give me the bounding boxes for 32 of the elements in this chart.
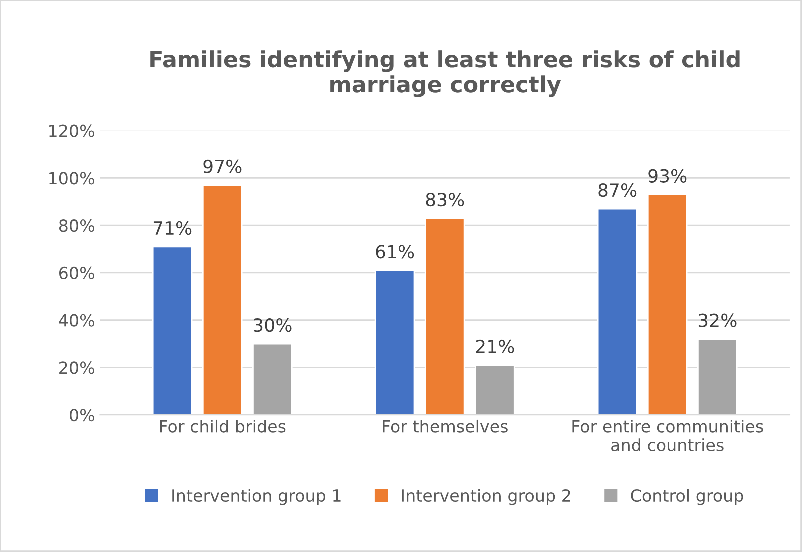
y-tick-label: 0% — [70, 409, 94, 422]
data-label: 97% — [204, 160, 242, 174]
y-tick-label: 20% — [60, 362, 94, 374]
data-label: 32% — [698, 314, 737, 328]
data-label: 83% — [426, 192, 464, 207]
legend-label: Intervention group 1 — [172, 489, 341, 506]
bar — [374, 270, 416, 416]
bar — [252, 343, 293, 416]
x-tick-label: For themselves — [383, 420, 508, 433]
y-tick-label: 100% — [50, 172, 94, 185]
x-tick-label: For child brides — [160, 420, 286, 433]
y-tick-label: 80% — [59, 220, 94, 232]
bar — [424, 218, 466, 416]
bar — [597, 208, 638, 416]
legend-label: Control group — [631, 489, 744, 506]
bar — [475, 364, 516, 416]
data-label: 93% — [648, 169, 687, 183]
data-label: 87% — [598, 184, 637, 198]
chart-title: Families identifying at least three risks of child marriage correctly — [150, 50, 740, 98]
y-tick-label: 120% — [50, 124, 94, 138]
bar — [152, 246, 193, 416]
data-label: 21% — [476, 340, 514, 354]
legend-label: Intervention group 2 — [402, 489, 570, 506]
y-tick-label: 40% — [59, 314, 94, 327]
y-tick-label: 60% — [60, 266, 94, 280]
bar — [202, 184, 243, 416]
x-tick-label: For entire communities and countries — [572, 420, 764, 452]
data-label: 71% — [154, 221, 192, 236]
data-label: 30% — [254, 318, 292, 332]
bar — [647, 194, 688, 416]
data-label: 61% — [376, 245, 414, 259]
bar — [698, 338, 738, 416]
